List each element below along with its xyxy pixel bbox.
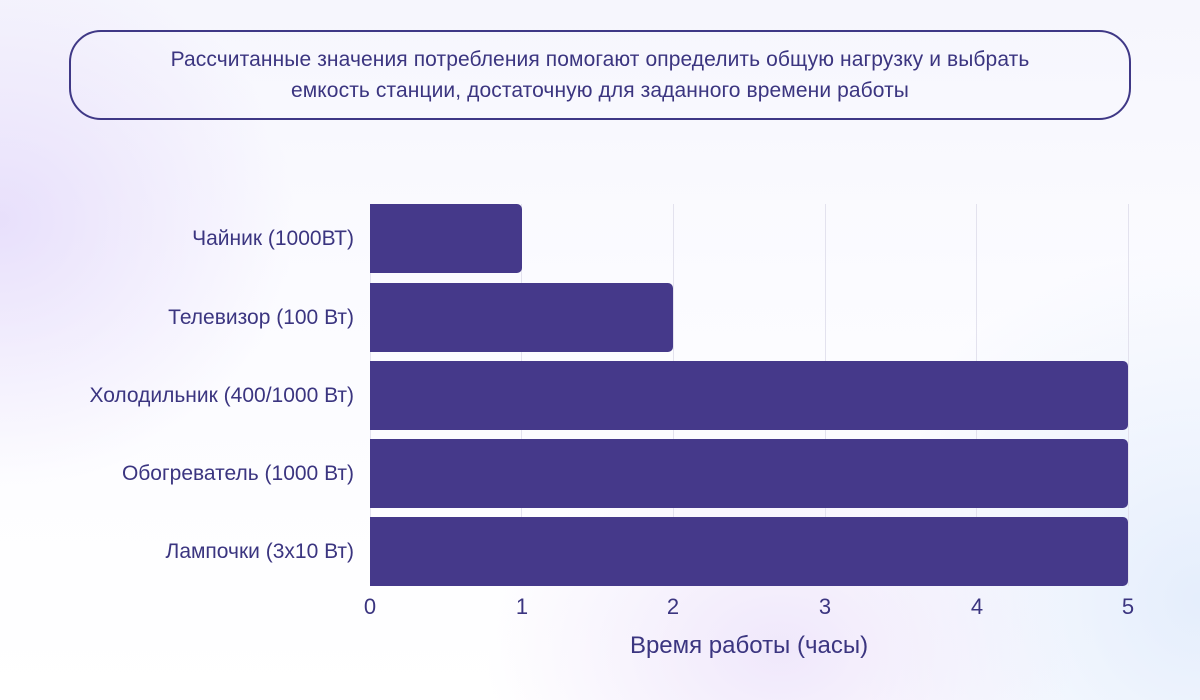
bar-tv xyxy=(370,283,674,352)
category-label: Лампочки (3x10 Вт) xyxy=(165,540,354,563)
x-tick: 4 xyxy=(970,594,984,619)
caption-line-2: емкость станции, достаточную для заданно… xyxy=(290,79,910,102)
x-tick: 1 xyxy=(515,594,529,619)
bar-bulbs xyxy=(370,517,1128,586)
caption-text: Рассчитанные значения потребления помога… xyxy=(171,44,1030,106)
category-label: Холодильник (400/1000 Вт) xyxy=(89,384,354,407)
bar-kettle xyxy=(370,204,522,273)
caption-line-1: Рассчитанные значения потребления помога… xyxy=(170,48,1030,71)
category-label: Обогреватель (1000 Вт) xyxy=(121,462,354,485)
x-axis-title: Время работы (часы) xyxy=(629,632,869,659)
x-tick: 3 xyxy=(818,594,832,619)
x-tick: 5 xyxy=(1121,594,1135,619)
bar-heater xyxy=(370,439,1128,508)
category-label: Чайник (1000ВТ) xyxy=(192,227,354,250)
category-label: Телевизор (100 Вт) xyxy=(168,306,354,329)
bar-fridge xyxy=(370,361,1128,430)
x-tick: 2 xyxy=(666,594,680,619)
x-tick: 0 xyxy=(363,594,377,619)
gridline-5 xyxy=(1128,204,1129,586)
caption-box: Рассчитанные значения потребления помога… xyxy=(69,30,1131,120)
